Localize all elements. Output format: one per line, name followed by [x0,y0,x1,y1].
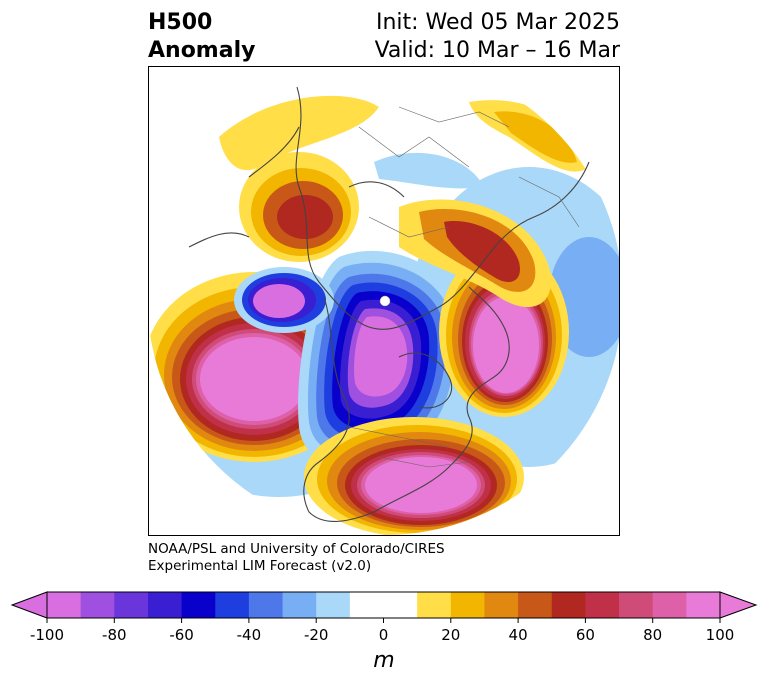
colorbar-segment [248,592,284,618]
valid-range: Valid: 10 Mar – 16 Mar [374,38,620,63]
positive-anomaly-eastern-us [304,417,524,535]
colorbar-segment [417,592,452,618]
credits-line2: Experimental LIM Forecast (v2.0) [148,558,372,574]
colorbar-tick-label: 80 [643,626,663,644]
map-panel [148,66,620,536]
colorbar-segment [551,592,586,618]
colorbar-tick-label: -20 [303,626,329,644]
colorbar-tick-label: -100 [29,626,65,644]
colorbar-segment [47,592,82,618]
title-variable: H500 [148,10,213,35]
colorbar-segment [484,592,519,618]
colorbar-segment [181,592,216,618]
colorbar-tick-label: -60 [169,626,194,644]
positive-anomaly-europe [399,199,551,307]
title-left: H500 Anomaly [148,9,255,65]
colorbar-ticks: -100 -80 -60 -40 -20 0 20 40 60 80 100 [0,626,768,646]
colorbar-under-arrow [10,591,48,619]
colorbar-segment [316,592,351,618]
colorbar-segment [147,592,183,618]
colorbar-over-arrow [719,591,758,619]
anomaly-map [149,86,619,535]
colorbar-tick-label: 0 [378,626,389,644]
colorbar-segment [349,592,384,618]
colorbar-segment [652,592,687,618]
negative-anomaly-canada [298,250,465,469]
negative-anomaly-atlantic-core [549,237,619,357]
colorbar-tick-label: -40 [236,626,262,644]
colorbar-tick-label: 40 [508,626,528,644]
colorbar-segment [585,592,620,618]
anomaly-field [149,95,619,535]
credits: NOAA/PSL and University of Colorado/CIRE… [148,541,445,575]
colorbar-tick-label: -80 [102,626,127,644]
colorbar-unit-label: m [373,648,395,673]
colorbar-segment [686,592,721,618]
negative-anomaly-gulf-of-alaska [234,267,334,333]
colorbar-segment [383,592,418,618]
init-date: Init: Wed 05 Mar 2025 [375,10,620,35]
coastlines [188,86,590,523]
colorbar [10,591,758,623]
colorbar-segment [80,592,115,618]
positive-anomaly-east-asia [239,152,359,262]
title-right: Init: Wed 05 Mar 2025 Valid: 10 Mar – 16… [375,9,620,65]
colorbar-segment [450,592,485,618]
positive-anomaly-upper-band [219,95,589,189]
credits-line1: NOAA/PSL and University of Colorado/CIRE… [148,541,445,557]
colorbar-tick-label: 60 [575,626,595,644]
colorbar-segment [282,592,317,618]
title-field: Anomaly [148,38,256,63]
colorbar-tick-label: 100 [705,626,735,644]
colorbar-tick-label: 20 [441,626,461,644]
colorbar-segment [215,592,250,618]
colorbar-segment [518,592,553,618]
borders [348,106,580,468]
colorbar-segment [619,592,654,618]
north-pole-marker [379,295,391,307]
positive-anomaly-north-pacific [149,272,364,462]
colorbar-segment [114,592,149,618]
